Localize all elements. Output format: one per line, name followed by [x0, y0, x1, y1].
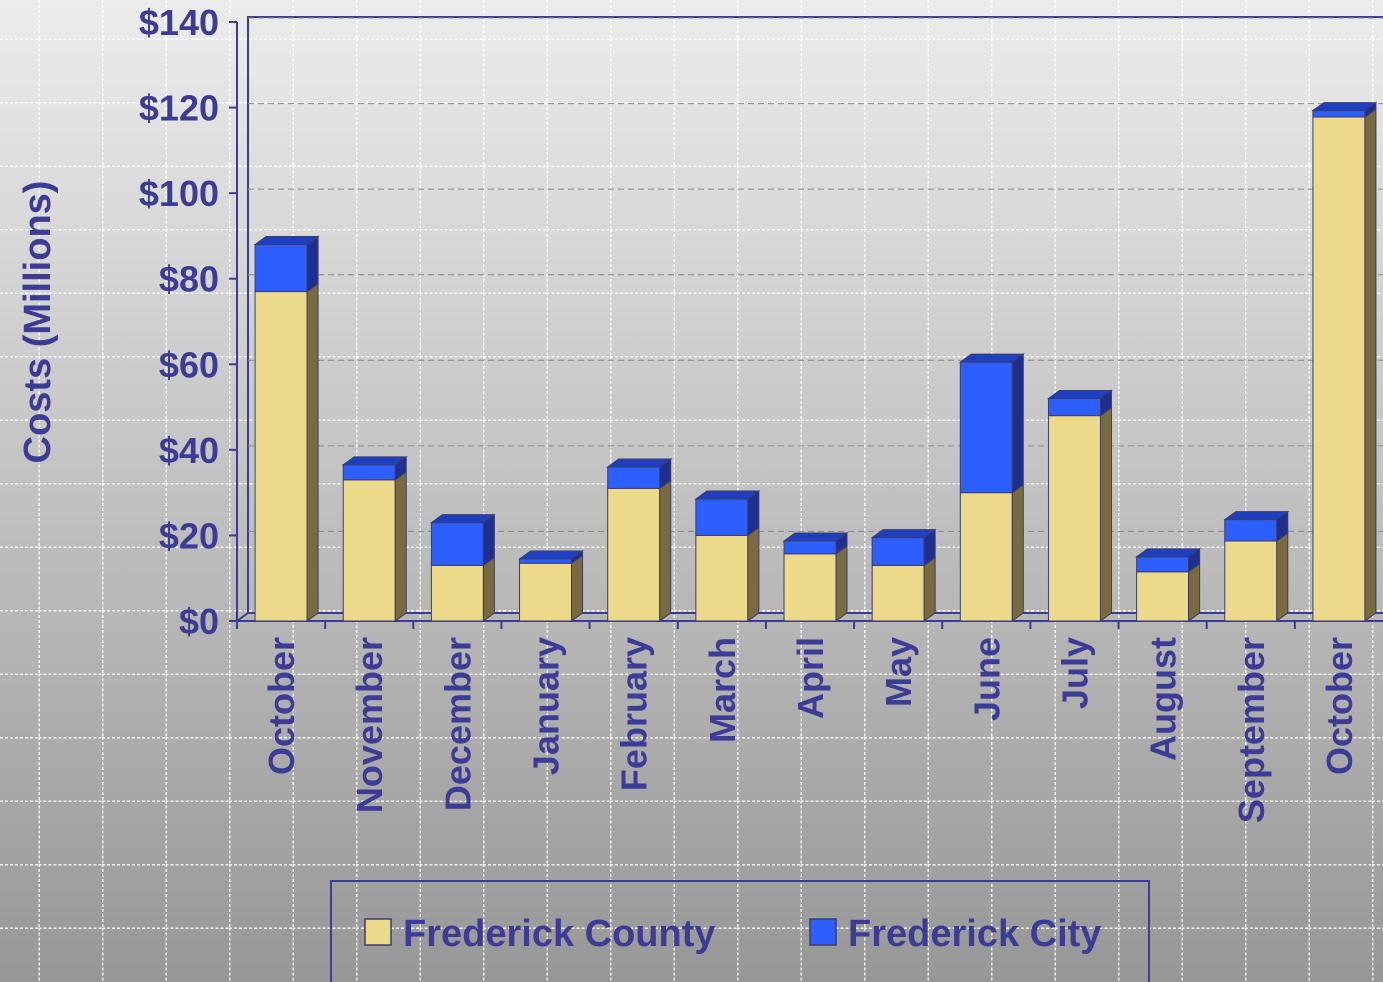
x-tick-label: August [1143, 637, 1184, 761]
y-tick-label: $120 [139, 88, 219, 129]
bar-top [606, 458, 673, 468]
x-tick-label: October [1319, 637, 1360, 775]
x-tick-label: November [349, 637, 390, 813]
x-tick-label: January [526, 637, 567, 775]
bar-side [571, 554, 584, 622]
bar-side [1276, 532, 1289, 622]
bar-segment [519, 562, 573, 622]
x-tick-label: October [261, 637, 302, 775]
bar-segment [342, 479, 396, 622]
bar-segment [254, 291, 308, 622]
bar-segment [695, 534, 749, 622]
legend-swatch [364, 918, 392, 946]
bar-side [659, 479, 672, 622]
bar-segment [871, 537, 925, 566]
bar-side [394, 470, 407, 622]
bar-side [1188, 562, 1201, 622]
bar-segment [254, 243, 308, 293]
bar-top [1135, 548, 1202, 558]
y-tick-label: $80 [159, 259, 219, 300]
bar-side [835, 544, 848, 622]
bar-side [306, 282, 319, 622]
bar-segment [1047, 398, 1101, 417]
bar-top [518, 550, 585, 560]
bar-side [1011, 353, 1024, 494]
bar-top [1311, 102, 1378, 112]
y-tick-label: $0 [179, 601, 219, 642]
bar-segment [783, 553, 837, 622]
bar-top [870, 529, 937, 539]
x-tick-label: April [790, 637, 831, 719]
bar-top [341, 456, 408, 466]
legend-label: Frederick City [848, 913, 1101, 955]
y-axis-title: Costs (Millions) [17, 181, 59, 464]
bar-top [782, 532, 849, 542]
bar-segment [695, 498, 749, 536]
bar-side [1011, 483, 1024, 622]
bar-side [1364, 108, 1377, 622]
bar-segment [519, 558, 573, 564]
y-tick-label: $40 [159, 430, 219, 471]
bar-segment [1224, 540, 1278, 622]
legend-label: Frederick County [403, 913, 716, 955]
bar-top [1223, 511, 1290, 521]
bar-segment [1312, 110, 1366, 118]
y-tick-label: $20 [159, 515, 219, 556]
bar-segment [871, 564, 925, 622]
bar-segment [1136, 556, 1190, 573]
bar-side [306, 235, 319, 293]
bar-segment [959, 492, 1013, 622]
bar-segment [1047, 415, 1101, 622]
bar-top [1046, 390, 1113, 400]
bar-segment [430, 522, 484, 566]
x-tick-label: June [966, 637, 1007, 721]
bar-side [923, 556, 936, 622]
legend-box [330, 880, 1150, 982]
bar-segment [1224, 519, 1278, 542]
bar-segment [959, 361, 1013, 494]
bar-segment [1136, 571, 1190, 622]
bar-segment [783, 540, 837, 555]
y-tick-label: $100 [139, 173, 219, 214]
y-tick-label: $60 [159, 344, 219, 385]
bar-side [482, 556, 495, 622]
bar-segment [607, 466, 661, 489]
x-tick-label: May [878, 637, 919, 707]
bar-segment [1312, 116, 1366, 622]
x-tick-label: September [1231, 637, 1272, 823]
back-wall [247, 16, 1383, 613]
bar-side [747, 526, 760, 622]
legend-swatch [809, 918, 837, 946]
bar-segment [342, 464, 396, 481]
bar-top [694, 490, 761, 500]
bar-top [429, 514, 496, 524]
x-tick-label: December [437, 637, 478, 811]
bar-side [482, 513, 495, 567]
bar-top [253, 235, 320, 245]
y-tick-label: $140 [139, 2, 219, 43]
x-tick-label: February [614, 637, 655, 791]
bar-segment [430, 564, 484, 622]
bar-segment [607, 487, 661, 622]
bar-side [1099, 406, 1112, 622]
bar-top [958, 353, 1025, 363]
x-tick-label: March [702, 637, 743, 743]
x-tick-label: July [1054, 637, 1095, 709]
